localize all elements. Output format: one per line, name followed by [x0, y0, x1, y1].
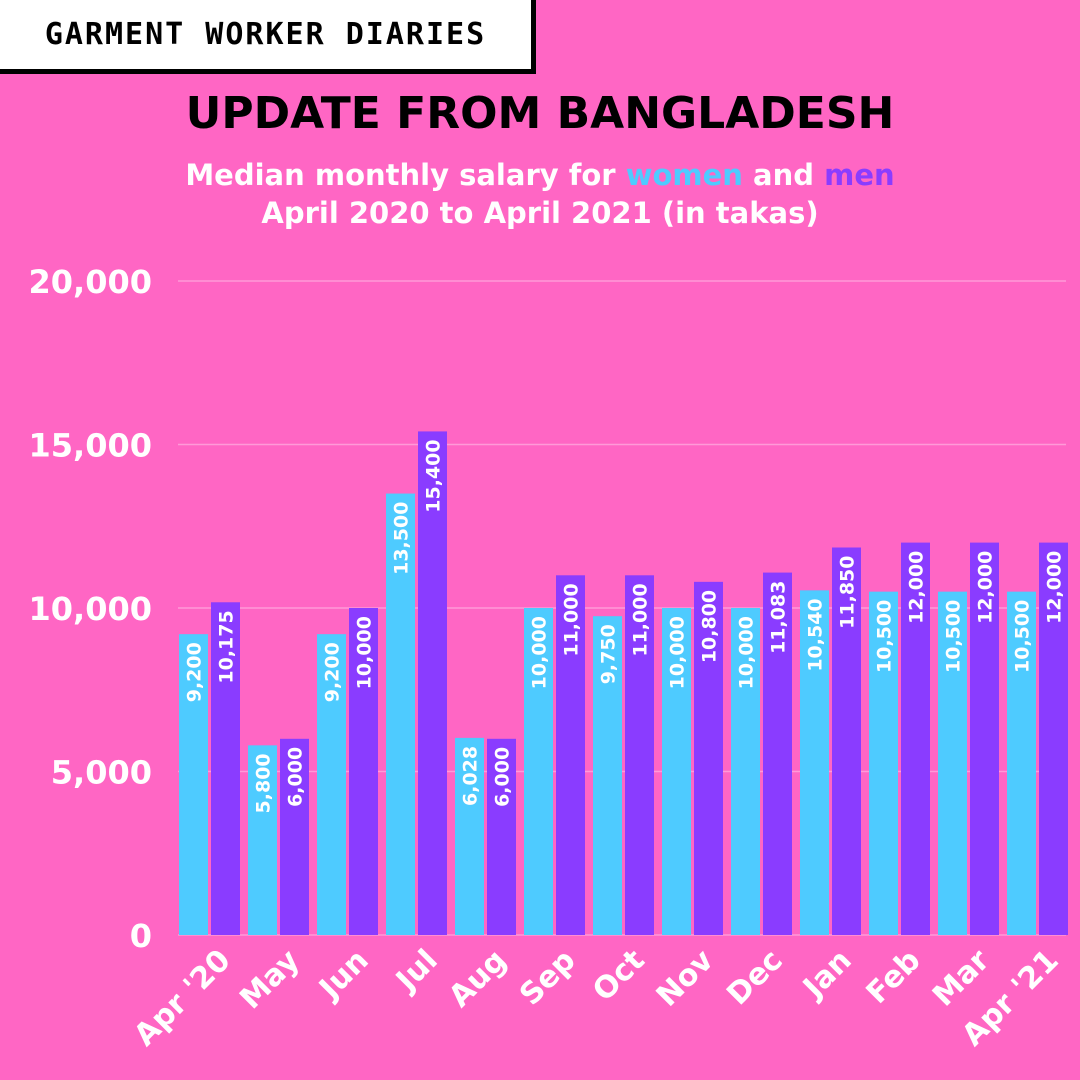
data-label-men: 11,083	[768, 581, 790, 654]
bar-men	[556, 575, 585, 935]
brand-banner: GARMENT WORKER DIARIES	[0, 0, 536, 74]
y-tick-label: 0	[130, 917, 152, 955]
bar-women	[662, 608, 691, 935]
bar-men	[832, 547, 861, 935]
bar-women	[179, 634, 208, 935]
x-tick-label: Feb	[860, 943, 928, 1011]
data-label-women: 9,200	[184, 642, 206, 702]
data-label-men: 12,000	[906, 551, 928, 624]
bar-women	[248, 745, 277, 935]
bar-men	[418, 431, 447, 935]
data-label-men: 6,000	[285, 747, 307, 807]
x-tick-label: Jun	[311, 943, 375, 1007]
bar-men	[280, 738, 309, 935]
x-tick-label: Nov	[650, 943, 721, 1014]
x-tick-label: Jan	[795, 943, 858, 1006]
chart-title: UPDATE FROM BANGLADESH	[185, 88, 895, 139]
subtitle-men: men	[824, 158, 895, 192]
data-label-women: 10,000	[736, 616, 758, 689]
data-label-men: 15,400	[423, 439, 445, 512]
data-label-women: 9,200	[322, 642, 344, 702]
x-tick-label: Oct	[586, 943, 652, 1009]
bar-men	[694, 581, 723, 935]
data-label-women: 10,000	[529, 616, 551, 689]
data-label-men: 6,000	[492, 747, 514, 807]
bar-women	[869, 591, 898, 935]
data-label-men: 10,175	[216, 610, 238, 683]
bar-women	[317, 634, 346, 935]
bar-men	[763, 572, 792, 935]
y-tick-label: 15,000	[29, 427, 152, 465]
bar-men	[211, 602, 240, 935]
x-tick-label: Sep	[513, 943, 583, 1013]
x-tick-label: May	[233, 943, 307, 1017]
y-tick-label: 5,000	[51, 754, 152, 792]
bar-men	[349, 608, 378, 935]
subtitle-prefix: Median monthly salary for	[185, 158, 626, 192]
data-label-women: 10,540	[805, 598, 827, 671]
subtitle-line-1: Median monthly salary for women and men	[0, 156, 1080, 194]
data-label-women: 9,750	[598, 624, 620, 684]
brand-label: GARMENT WORKER DIARIES	[44, 17, 487, 52]
bar-men	[1039, 542, 1068, 935]
data-label-men: 11,000	[561, 583, 583, 656]
subtitle-and: and	[742, 158, 825, 192]
data-label-men: 10,000	[354, 616, 376, 689]
bar-women	[1007, 591, 1036, 935]
data-label-women: 10,500	[1012, 600, 1034, 673]
x-tick-label: Jul	[388, 943, 444, 999]
data-label-women: 10,000	[667, 616, 689, 689]
data-label-men: 11,000	[630, 583, 652, 656]
bar-women	[938, 591, 967, 935]
y-tick-label: 20,000	[29, 263, 152, 301]
y-tick-label: 10,000	[29, 590, 152, 628]
bar-men	[901, 542, 930, 935]
data-label-men: 10,800	[699, 590, 721, 663]
bar-women	[386, 493, 415, 935]
bar-men	[487, 738, 516, 935]
subtitle-women: women	[625, 158, 743, 192]
x-tick-label: Aug	[442, 943, 513, 1014]
data-label-men: 12,000	[975, 551, 997, 624]
data-label-men: 12,000	[1044, 551, 1066, 624]
bar-women	[524, 608, 553, 935]
data-label-women: 10,500	[874, 600, 896, 673]
bar-men	[625, 575, 654, 935]
bar-women	[455, 737, 484, 935]
data-label-women: 13,500	[391, 502, 413, 575]
x-tick-label: Dec	[720, 943, 789, 1012]
subtitle-line-2: April 2020 to April 2021 (in takas)	[261, 196, 819, 230]
x-tick-label: Apr '20	[127, 943, 237, 1053]
bar-men	[970, 542, 999, 935]
bar-women	[800, 590, 829, 935]
data-label-women: 10,500	[943, 600, 965, 673]
bar-women	[731, 608, 760, 935]
chart-subtitle: Median monthly salary for women and men …	[0, 156, 1080, 232]
bar-women	[593, 616, 622, 935]
data-label-women: 5,800	[253, 753, 275, 813]
data-label-men: 11,850	[837, 556, 859, 629]
data-label-women: 6,028	[460, 746, 482, 806]
